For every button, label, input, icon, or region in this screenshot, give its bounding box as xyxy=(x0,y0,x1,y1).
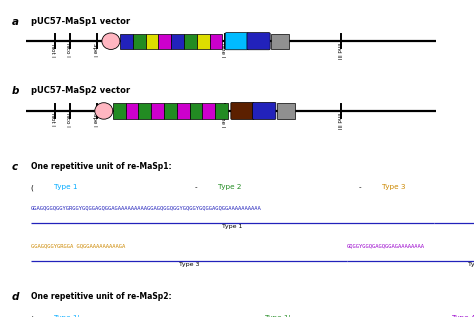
Text: Type 3: Type 3 xyxy=(382,184,406,191)
Text: (: ( xyxy=(31,184,34,191)
Bar xyxy=(138,103,151,119)
Text: -: - xyxy=(195,184,197,191)
Text: Type 1: Type 1 xyxy=(54,184,78,191)
Text: Hind III: Hind III xyxy=(336,110,341,129)
Bar xyxy=(177,103,190,119)
Text: GGAGQGGQGGYGRGGYGQGGAGQGGAGAAAAAAAAAGGAGQGGQGGYGQGGYGQGGAGQGGAAAAAAAAAA: GGAGQGGQGGYGRGGYGQGGAGQGGAGAAAAAAAAAGGAG… xyxy=(31,205,262,210)
Ellipse shape xyxy=(102,33,120,49)
Text: Type 3: Type 3 xyxy=(179,262,199,267)
Bar xyxy=(158,34,171,49)
Text: Type 1': Type 1' xyxy=(265,315,291,317)
Bar xyxy=(126,103,138,119)
FancyBboxPatch shape xyxy=(225,33,248,50)
FancyBboxPatch shape xyxy=(247,33,270,50)
Text: Type 1': Type 1' xyxy=(54,315,80,317)
Bar xyxy=(271,34,289,49)
Bar xyxy=(113,103,126,119)
Text: One repetitive unit of re-MaSp1:: One repetitive unit of re-MaSp1: xyxy=(31,162,172,171)
Text: Not I: Not I xyxy=(49,113,55,126)
Bar xyxy=(164,103,177,119)
Text: (: ( xyxy=(31,315,34,317)
Text: b: b xyxy=(12,86,19,96)
Text: GGAGQGGYGRGGA GQGGAAAAAAAAAGA: GGAGQGGYGRGGA GQGGAAAAAAAAAGA xyxy=(31,243,125,248)
Text: Spe I: Spe I xyxy=(92,43,97,57)
Text: Hind III: Hind III xyxy=(336,41,341,60)
Bar xyxy=(120,34,133,49)
Text: Spe I: Spe I xyxy=(92,113,97,127)
Bar xyxy=(171,34,184,49)
Text: pUC57-MaSp2 vector: pUC57-MaSp2 vector xyxy=(31,86,130,94)
Text: Not I: Not I xyxy=(49,43,55,57)
Bar xyxy=(277,103,295,119)
Text: a: a xyxy=(12,17,19,28)
Bar xyxy=(184,34,197,49)
Bar xyxy=(146,34,158,49)
Text: d: d xyxy=(12,292,19,302)
FancyBboxPatch shape xyxy=(253,102,276,120)
Text: -: - xyxy=(359,184,361,191)
Text: GQGGYGGQGAGQGGAGAAAAAAAA: GQGGYGGQGAGQGGAGAAAAAAAA xyxy=(347,243,425,248)
Bar xyxy=(215,103,228,119)
Text: Type 2: Type 2 xyxy=(218,184,242,191)
Bar xyxy=(197,34,210,49)
Text: One repetitive unit of re-MaSp2:: One repetitive unit of re-MaSp2: xyxy=(31,292,172,301)
Bar xyxy=(202,103,215,119)
Text: pUC57-MaSp1 vector: pUC57-MaSp1 vector xyxy=(31,17,130,26)
Bar xyxy=(133,34,146,49)
Text: Nco I: Nco I xyxy=(65,43,70,57)
Text: Nhe I: Nhe I xyxy=(220,43,225,57)
Bar xyxy=(151,103,164,119)
Text: Nhe I: Nhe I xyxy=(220,113,225,127)
Bar xyxy=(210,34,222,49)
Text: -: - xyxy=(429,315,431,317)
Text: c: c xyxy=(12,162,18,172)
Text: Type 1: Type 1 xyxy=(222,224,243,229)
Text: Nco I: Nco I xyxy=(65,113,70,127)
Bar xyxy=(190,103,202,119)
FancyBboxPatch shape xyxy=(231,102,254,120)
Ellipse shape xyxy=(95,103,113,119)
Text: -: - xyxy=(218,315,223,317)
Text: Type 4: Type 4 xyxy=(467,262,474,267)
Text: Type 4': Type 4' xyxy=(452,315,474,317)
